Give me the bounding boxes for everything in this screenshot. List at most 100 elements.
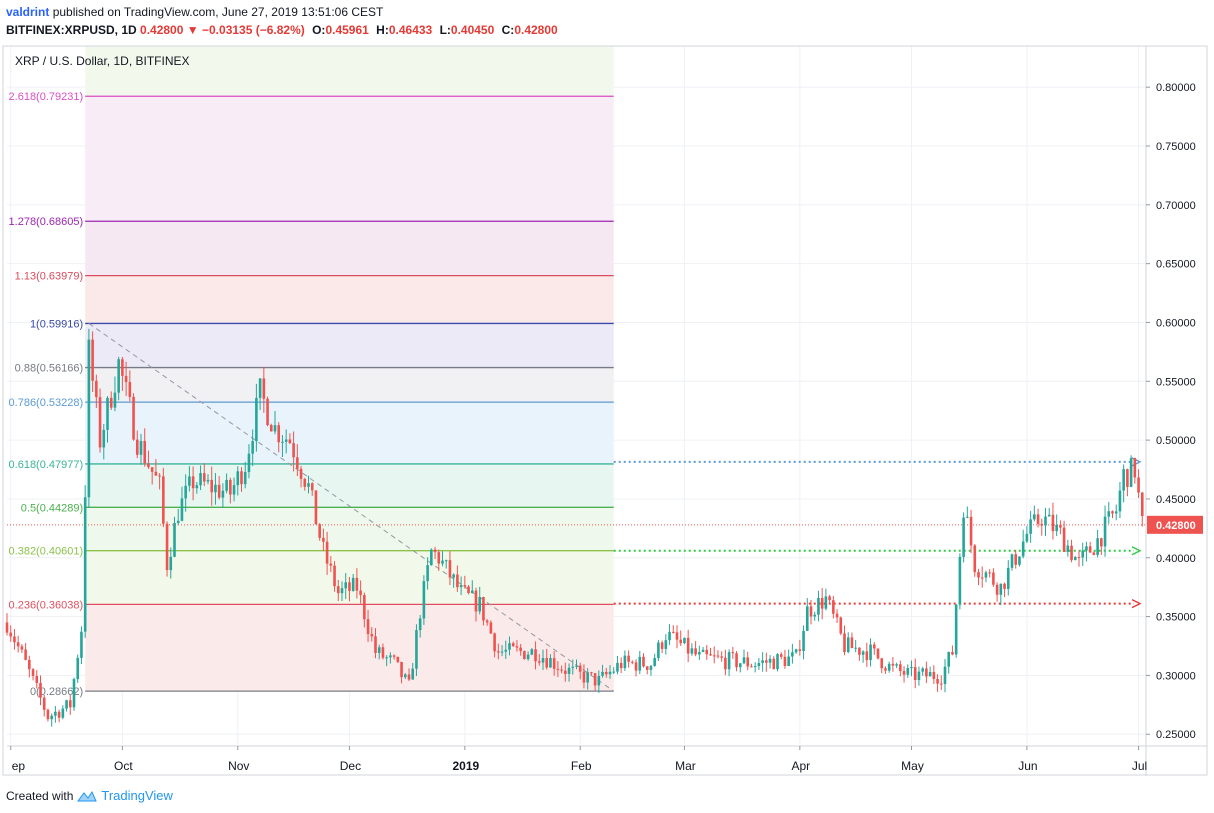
candle-body (999, 583, 1003, 595)
candle-body (28, 659, 31, 670)
trend-line (88, 323, 615, 692)
candle-body (441, 560, 444, 564)
candle-body (176, 520, 180, 524)
fib-zone (85, 367, 614, 403)
candle-body (195, 485, 199, 489)
candle-body (310, 483, 314, 491)
candle-body (191, 476, 195, 489)
candle-body (91, 339, 94, 381)
candle-body (902, 671, 906, 675)
candle-body (1114, 511, 1118, 514)
candle-body (631, 661, 634, 663)
candle-body (128, 382, 132, 397)
candle-body (292, 443, 295, 458)
candle-body (83, 497, 87, 632)
candle-body (913, 667, 917, 681)
tradingview-brand[interactable]: TradingView (101, 788, 173, 803)
y-tick-label: 0.65000 (1156, 259, 1196, 271)
candle-body (247, 453, 251, 473)
candle-body (608, 671, 612, 675)
candle-body (1010, 554, 1014, 568)
candle-body (277, 425, 281, 443)
candle-body (210, 479, 214, 493)
candle-body (698, 651, 701, 655)
candle-body (158, 475, 161, 477)
candle-body (281, 441, 284, 443)
candle-body (899, 664, 902, 672)
candle-body (20, 646, 24, 650)
candle-body (180, 498, 184, 521)
candle-body (791, 652, 794, 657)
candle-body (42, 697, 46, 710)
down-arrow-icon: ▼ (186, 23, 199, 37)
candle-body (738, 663, 742, 668)
candle-body (500, 651, 504, 653)
created-with-label: Created with (6, 788, 74, 803)
candle-body (765, 660, 768, 663)
candle-body (374, 636, 377, 653)
candle-body (504, 649, 508, 652)
candle-body (642, 656, 645, 667)
candle-body (794, 649, 798, 653)
candle-body (768, 658, 772, 663)
x-tick-label: 2019 (452, 759, 479, 773)
low-label: L: (439, 23, 451, 37)
candle-body (1140, 492, 1144, 517)
candle-body (638, 656, 642, 671)
candle-body (928, 672, 932, 677)
candle-body (820, 597, 824, 609)
candle-body (325, 541, 329, 564)
candle-body (1133, 458, 1137, 478)
candle-body (106, 397, 109, 430)
candle-body (113, 392, 117, 408)
candle-body (679, 639, 683, 644)
y-tick-label: 0.80000 (1156, 82, 1196, 94)
candle-body (61, 708, 65, 718)
candle-body (705, 649, 709, 655)
candle-body (396, 656, 400, 662)
candle-body (880, 658, 884, 669)
candle-body (1118, 490, 1122, 512)
candle-body (411, 668, 415, 680)
candle-body (1040, 523, 1044, 526)
candle-body (150, 467, 154, 472)
candle-body (508, 643, 511, 650)
candle-body (627, 655, 630, 662)
x-tick-label: Dec (340, 759, 361, 773)
chart-title: XRP / U.S. Dollar, 1D, BITFINEX (15, 54, 190, 68)
fib-level-label: 0.786(0.53228) (9, 397, 84, 409)
candle-body (571, 666, 575, 668)
candle-body (184, 485, 187, 499)
candle-body (188, 476, 191, 486)
candle-body (31, 669, 35, 676)
candle-body (314, 490, 318, 525)
candle-body (46, 709, 50, 720)
candle-body (519, 647, 522, 652)
candle-body (523, 651, 526, 659)
candle-body (958, 556, 962, 605)
candle-body (54, 711, 57, 716)
candle-body (251, 441, 254, 454)
candle-body (809, 606, 813, 617)
candle-body (925, 668, 928, 677)
candle-body (344, 582, 348, 589)
candle-body (422, 581, 426, 619)
candle-body (534, 649, 537, 662)
price-change: −0.03135 (−6.82%) (202, 23, 305, 37)
candle-body (802, 630, 805, 651)
candle-body (1111, 511, 1114, 514)
candle-body (854, 647, 857, 649)
candle-body (403, 674, 407, 678)
candle-body (716, 655, 720, 657)
candle-body (861, 651, 865, 655)
candle-body (65, 700, 68, 709)
candle-body (199, 473, 202, 486)
author-name[interactable]: valdrint (6, 5, 50, 19)
candle-body (604, 671, 608, 675)
candle-body (1033, 514, 1036, 520)
candle-body (1059, 524, 1062, 528)
candle-body (724, 657, 727, 670)
candle-body (474, 590, 478, 612)
candle-body (1088, 546, 1092, 553)
